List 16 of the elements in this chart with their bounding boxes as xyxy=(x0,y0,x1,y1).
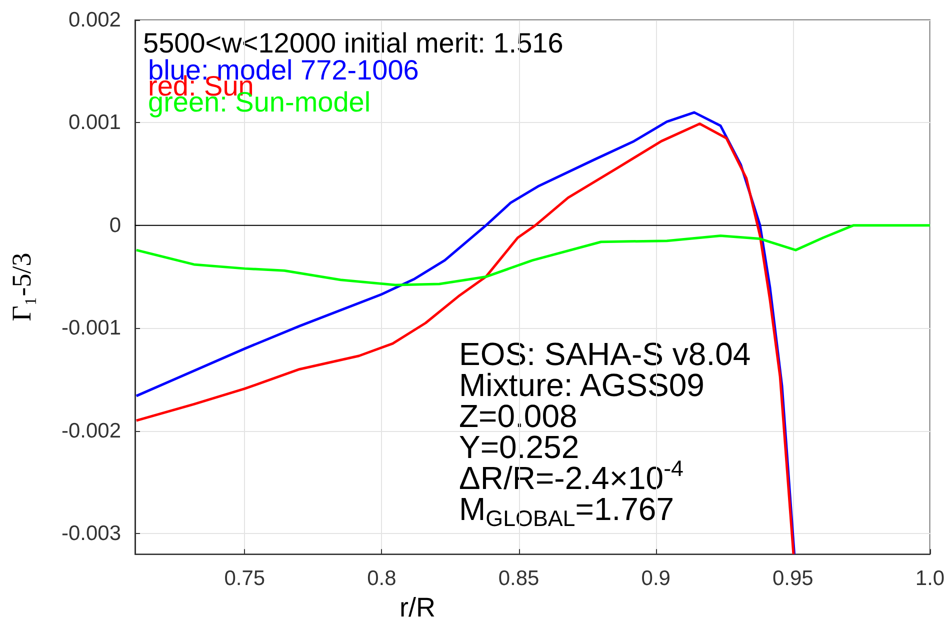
y-tick-label: -0.003 xyxy=(61,522,121,546)
y-tick-label: -0.001 xyxy=(61,316,121,340)
x-tick-label: 1.0 xyxy=(915,567,945,590)
annotation: 5500<w<12000 initial merit: 1.516 xyxy=(143,28,564,58)
x-tick-label: 0.8 xyxy=(367,567,396,590)
y-axis-title: Γ₁-5/3 xyxy=(6,252,36,322)
y-tick-label: -0.002 xyxy=(61,419,121,442)
x-tick-label: 0.9 xyxy=(641,567,670,590)
y-tick-label: 0.001 xyxy=(68,111,121,134)
y-tick-label: 0 xyxy=(109,214,121,237)
x-tick-label: 0.95 xyxy=(772,567,814,590)
x-tick-label: 0.85 xyxy=(498,567,540,590)
y-tick-label: 0.002 xyxy=(68,8,121,32)
x-tick-label: 0.75 xyxy=(224,567,266,590)
x-axis-title: r/R xyxy=(400,592,436,622)
line-series xyxy=(135,224,932,286)
